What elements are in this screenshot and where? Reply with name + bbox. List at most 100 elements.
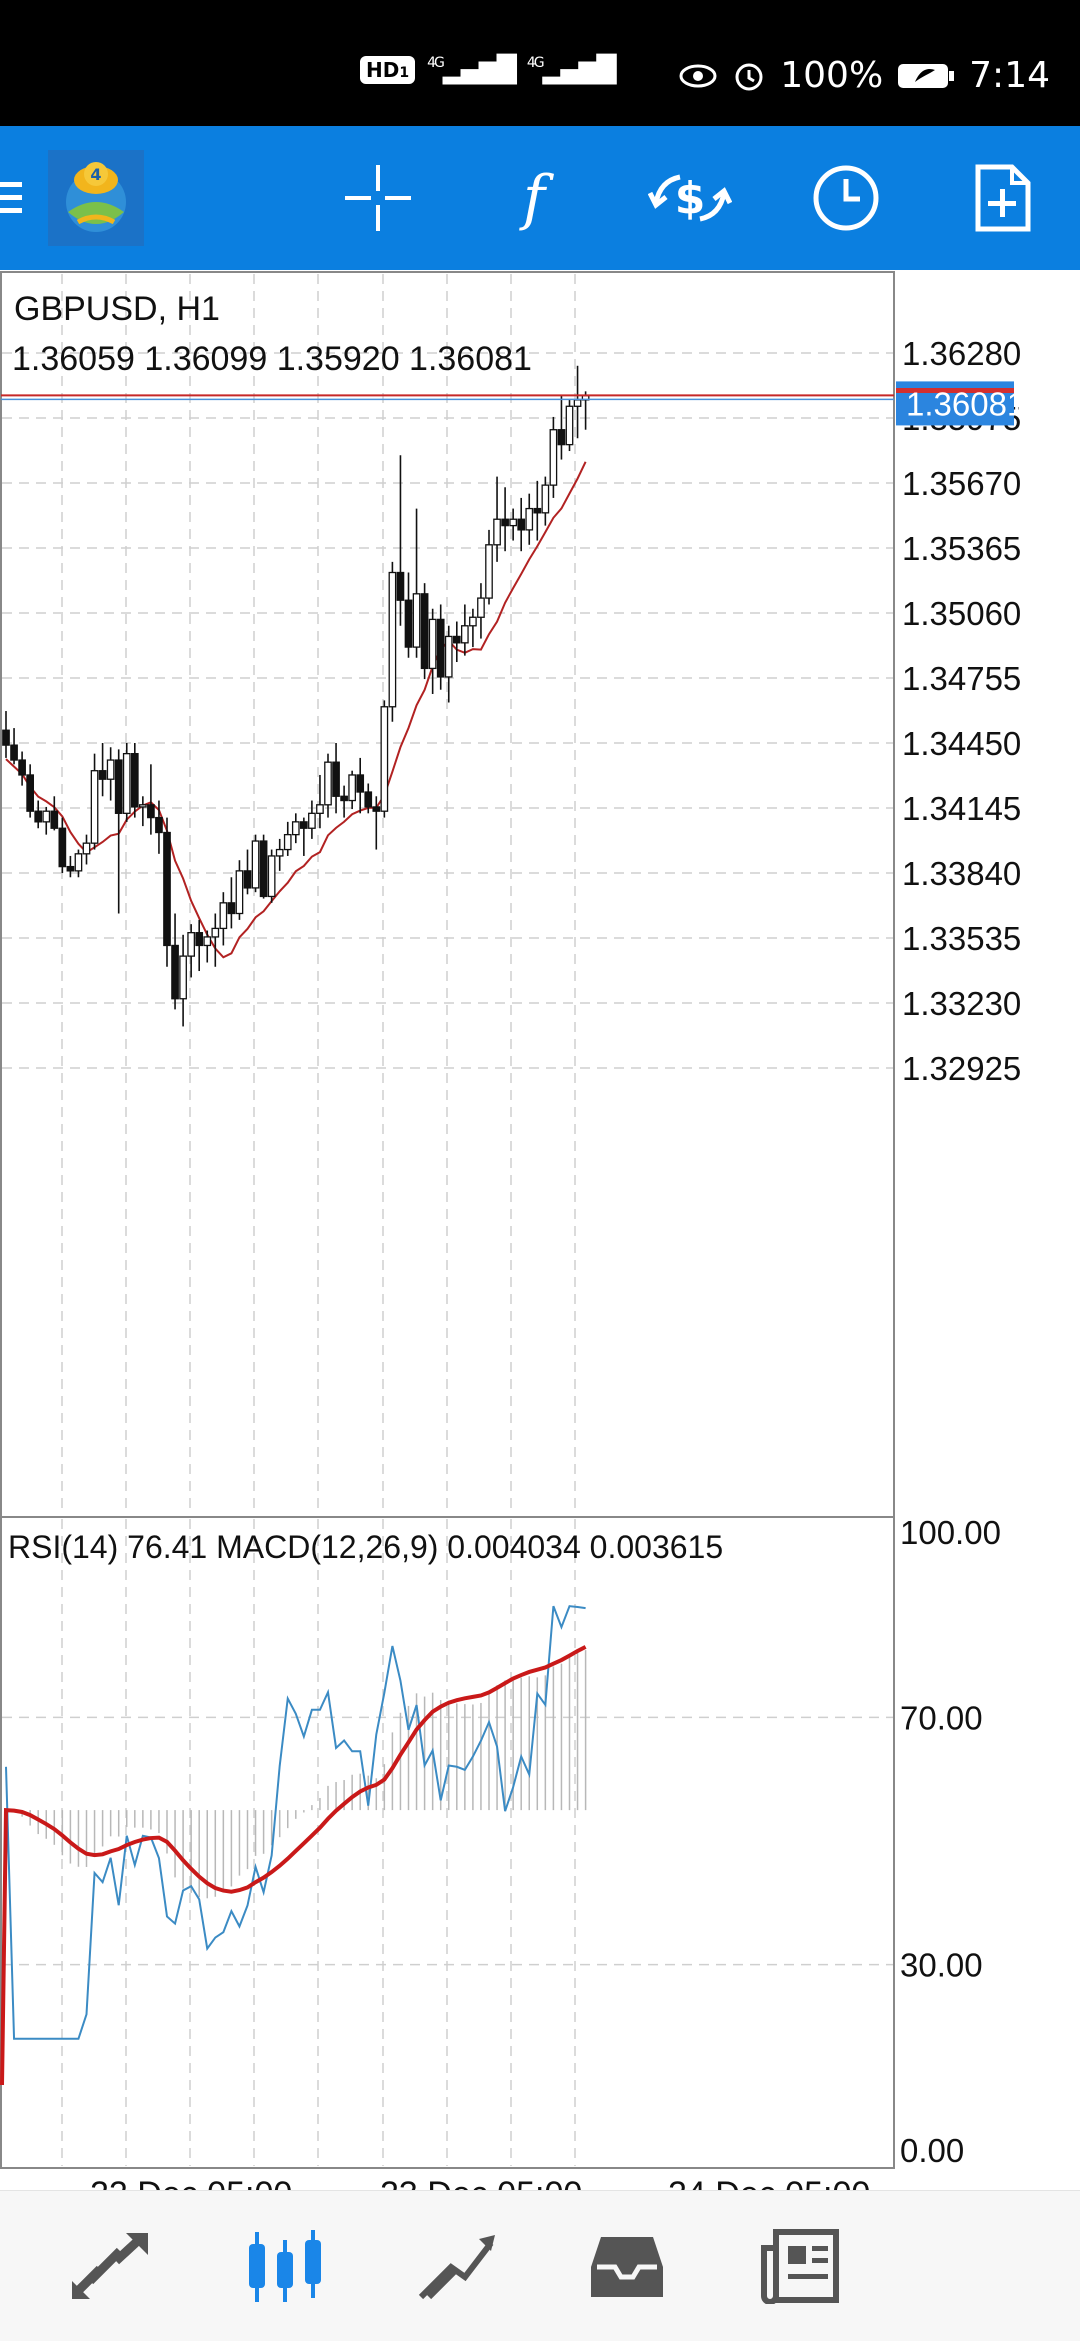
candle-body	[114, 759, 123, 814]
candle-body	[412, 593, 421, 648]
indicator-label: RSI(14) 76.41 MACD(12,26,9) 0.004034 0.0…	[8, 1529, 723, 1565]
candle-body	[106, 759, 115, 780]
time-tick-label: 22 Dec 05:00	[90, 2175, 292, 2190]
indicator-tick-label: 70.00	[900, 1699, 983, 1736]
candle-body	[227, 902, 236, 915]
candle-body	[380, 706, 389, 812]
svg-text:$: $	[675, 173, 706, 224]
candle-body	[420, 593, 429, 670]
indicator-tick-label: 0.00	[900, 2132, 964, 2169]
hamburger-icon[interactable]	[0, 148, 40, 248]
candle-body	[187, 932, 195, 957]
candle-body	[444, 635, 453, 678]
candle-body	[179, 955, 187, 1000]
candle-body	[573, 399, 582, 407]
price-tick-label: 1.36280	[902, 335, 1021, 372]
candle-body	[130, 753, 139, 808]
candle-body	[469, 616, 477, 627]
time-tick-label: 24 Dec 05:00	[668, 2175, 870, 2190]
bid-marker	[896, 388, 1014, 393]
quotes-nav-icon[interactable]	[65, 2221, 155, 2311]
candle-body	[533, 507, 542, 514]
time-axis: 22 Dec 05:00 23 Dec 05:00 24 Dec 05:00	[90, 2175, 870, 2190]
candle-body	[283, 833, 292, 851]
chart-nav-icon[interactable]	[240, 2221, 330, 2311]
candle-body	[34, 810, 43, 823]
candle-body	[211, 927, 220, 938]
crosshair-icon[interactable]	[328, 148, 428, 248]
candle-body	[2, 729, 10, 746]
candle-body	[324, 761, 332, 806]
candle-body	[396, 571, 405, 601]
ohlc-label: 1.36059 1.36099 1.35920 1.36081	[12, 340, 532, 378]
candle-body	[82, 842, 91, 855]
candle-body	[549, 429, 558, 486]
candle-body	[98, 770, 107, 780]
svg-text:4: 4	[90, 165, 101, 184]
candle-body	[477, 597, 485, 618]
candle-body	[195, 932, 204, 947]
candle-body	[90, 770, 99, 844]
trade-nav-icon[interactable]	[412, 2221, 502, 2311]
candle-body	[251, 840, 260, 889]
clock-icon[interactable]	[796, 148, 896, 248]
symbol-label: GBPUSD, H1	[14, 290, 220, 328]
candles	[2, 365, 590, 1027]
time-tick-label: 23 Dec 05:00	[380, 2175, 582, 2190]
price-tick-label: 1.35365	[902, 530, 1021, 567]
price-tick-label: 1.35670	[902, 465, 1021, 502]
candle-body	[299, 821, 308, 829]
candle-body	[493, 518, 501, 546]
candle-body	[147, 804, 155, 819]
status-bar: HD1 4G▂▄▆█ 4G▂▄▆█ 100% 7:14	[0, 0, 1080, 126]
candle-body	[517, 518, 526, 531]
candle-body	[235, 870, 244, 915]
price-chart[interactable]: GBPUSD, H1 1.36059 1.36099 1.35920 1.360…	[0, 270, 1080, 2190]
signal-icon: 4G▂▄▆█	[427, 55, 517, 85]
candle-body	[275, 848, 284, 857]
candle-body	[267, 855, 276, 898]
candle-body	[541, 484, 550, 514]
bottom-navigation	[0, 2190, 1080, 2341]
function-icon[interactable]: f	[522, 163, 546, 233]
price-tick-label: 1.32925	[902, 1050, 1021, 1087]
signal-icon: 4G▂▄▆█	[526, 55, 617, 85]
candle-body	[565, 405, 574, 446]
price-axis: 1.362801.359751.356701.353651.350601.347…	[902, 335, 1021, 1087]
candle-body	[436, 618, 445, 678]
candle-body	[452, 635, 461, 644]
app-toolbar: 4 f $	[0, 126, 1080, 270]
battery-percent: 100%	[780, 55, 884, 96]
alarm-icon	[735, 63, 763, 90]
battery-icon	[898, 63, 955, 88]
history-nav-icon[interactable]	[582, 2221, 672, 2311]
grid	[2, 274, 893, 2166]
candle-body	[332, 761, 340, 797]
candle-body	[66, 865, 75, 872]
price-tick-label: 1.34755	[902, 660, 1021, 697]
candle-body	[460, 625, 469, 644]
candle-body	[372, 806, 381, 812]
rsi-line	[5, 1605, 586, 2040]
price-tick-label: 1.35060	[902, 595, 1021, 632]
news-nav-icon[interactable]	[755, 2221, 845, 2311]
candle-body	[501, 518, 509, 527]
indicator-axis: 100.00 70.00 30.00 0.00	[900, 1514, 1001, 2169]
price-tick-label: 1.33535	[902, 920, 1021, 957]
new-document-icon[interactable]	[952, 148, 1052, 248]
candle-body	[171, 944, 179, 1000]
candle-body	[219, 902, 228, 930]
indicator-tick-label: 100.00	[900, 1514, 1001, 1551]
candle-body	[18, 759, 26, 776]
trade-icon[interactable]: $	[640, 148, 740, 248]
candle-body	[50, 810, 59, 829]
candle-body	[340, 795, 348, 802]
metatrader-4-icon[interactable]: 4	[46, 148, 146, 248]
candle-body	[316, 804, 324, 814]
candle-body	[203, 936, 212, 947]
candle-body	[259, 840, 268, 898]
candle-body	[356, 774, 365, 793]
candle-body	[364, 791, 373, 808]
network-indicators: HD1 4G▂▄▆█ 4G▂▄▆█	[360, 55, 617, 85]
price-tick-label: 1.33230	[902, 985, 1021, 1022]
